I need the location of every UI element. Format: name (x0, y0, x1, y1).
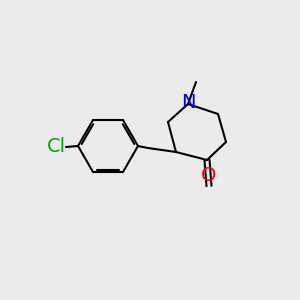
Text: N: N (192, 65, 206, 85)
Text: Cl: Cl (46, 137, 66, 157)
Text: N: N (181, 94, 195, 112)
Text: O: O (201, 166, 217, 185)
